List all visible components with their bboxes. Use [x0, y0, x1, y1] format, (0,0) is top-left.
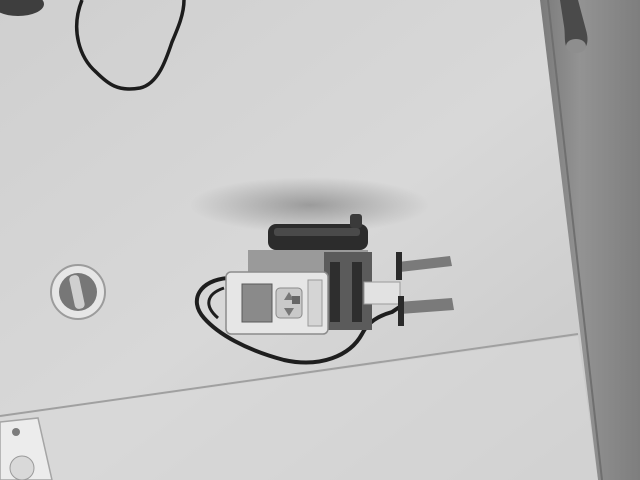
nxt-buttons: [275, 287, 303, 319]
nxt-arrow-down: [284, 308, 294, 316]
robot-shadow: [190, 177, 430, 233]
wood-top-object-cap: [566, 39, 586, 53]
robot-arm-upper-post: [396, 252, 402, 280]
lego-robot: [194, 214, 454, 365]
robot-wheel-tread: [274, 228, 360, 236]
robot-sensor-block: [363, 281, 401, 305]
lower-table-panel: [0, 336, 598, 480]
loose-cable-loop: [74, 0, 186, 91]
robot-frame-slot-1: [330, 262, 340, 322]
wooden-table-edge: [540, 0, 640, 480]
robot-arm-lower-post: [398, 296, 404, 326]
robot-cable-2: [207, 286, 225, 320]
robot-arm-upper: [398, 256, 452, 272]
nxt-screen: [241, 283, 273, 323]
robot-arm-lower: [398, 298, 454, 314]
top-left-object: [0, 0, 44, 16]
nxt-side-ports: [307, 279, 323, 327]
wood-border-line: [547, 0, 603, 480]
wood-top-object: [560, 0, 588, 52]
table-seam: [0, 333, 579, 417]
grommet-bar: [69, 275, 85, 309]
robot-frame-slot-2: [352, 262, 362, 322]
robot-wheel-hub: [350, 214, 362, 228]
wall-socket: [0, 417, 53, 480]
nxt-center-button: [292, 296, 300, 304]
nxt-arrow-up: [284, 292, 294, 300]
